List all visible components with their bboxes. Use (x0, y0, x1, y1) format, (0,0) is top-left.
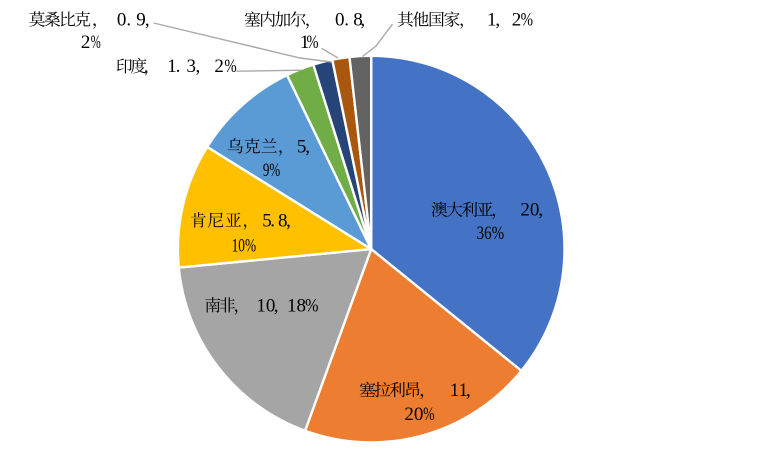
svg-text:9%: 9% (263, 160, 280, 181)
svg-text:20: 20 (520, 200, 539, 221)
svg-text:9: 9 (136, 9, 146, 30)
svg-text:5: 5 (262, 210, 272, 231)
svg-text:.: . (344, 10, 349, 31)
svg-text:5: 5 (297, 136, 307, 157)
svg-text:8: 8 (353, 10, 363, 31)
svg-text:%: % (91, 32, 101, 53)
svg-text:10: 10 (256, 295, 275, 316)
svg-text:1: 1 (167, 56, 177, 77)
svg-text:,: , (466, 380, 471, 401)
svg-text:%: % (305, 295, 319, 316)
svg-text:%: % (521, 10, 534, 31)
svg-text:8: 8 (278, 210, 288, 231)
svg-text:%: % (224, 56, 236, 77)
svg-text:11: 11 (450, 380, 468, 401)
svg-text:3: 3 (187, 56, 197, 77)
svg-text:10%: 10% (232, 235, 257, 256)
svg-text:%: % (423, 404, 435, 425)
svg-text:,: , (274, 295, 279, 316)
svg-text:,: , (286, 210, 291, 231)
svg-text:2: 2 (81, 32, 91, 53)
svg-text:36%: 36% (477, 223, 505, 244)
svg-text:.: . (176, 56, 181, 77)
svg-text:,: , (145, 9, 150, 30)
svg-text:,: , (360, 10, 365, 31)
svg-text:,: , (196, 56, 201, 77)
svg-text:1: 1 (300, 32, 310, 53)
svg-text:,: , (495, 10, 500, 31)
svg-text:18: 18 (287, 295, 306, 316)
svg-text:,: , (538, 200, 543, 221)
svg-text:,: , (305, 136, 310, 157)
svg-text:0: 0 (335, 10, 345, 31)
svg-text:%: % (307, 32, 319, 53)
svg-text:2: 2 (512, 10, 522, 31)
svg-text:1: 1 (487, 10, 497, 31)
svg-text:.: . (126, 9, 131, 30)
svg-text:20: 20 (404, 404, 423, 425)
svg-text:0: 0 (117, 9, 127, 30)
svg-text:2: 2 (214, 56, 224, 77)
svg-text:.: . (270, 210, 275, 231)
